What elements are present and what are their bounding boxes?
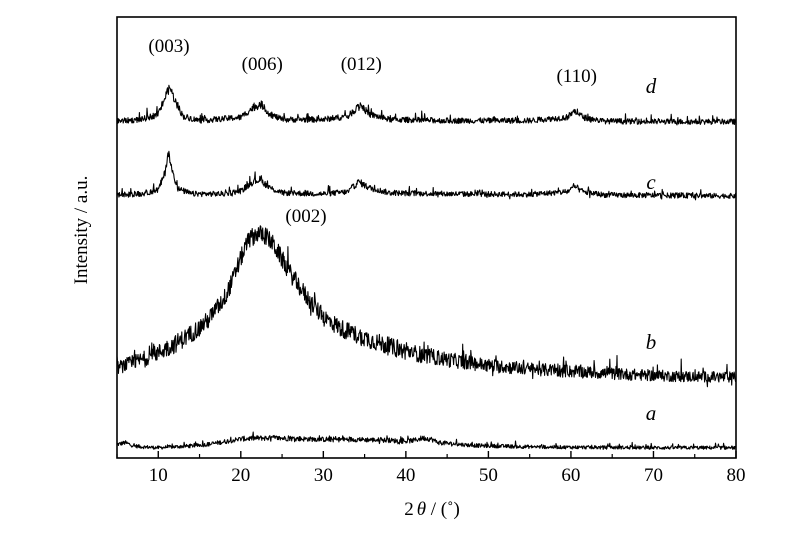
peak-annotation: (012) <box>341 54 382 75</box>
series-b-line <box>116 225 737 388</box>
series-d-line <box>116 84 737 126</box>
x-tick-label: 20 <box>231 465 250 486</box>
plot-frame <box>116 16 737 459</box>
peak-annotation: (002) <box>285 206 326 227</box>
x-tick-label: 40 <box>396 465 415 486</box>
x-tick-label: 60 <box>561 465 580 486</box>
x-tick-label: 10 <box>149 465 168 486</box>
peak-annotation: (006) <box>242 54 283 75</box>
x-axis-title-two: 2 <box>404 499 414 520</box>
curve-label-d: d <box>646 74 657 98</box>
curve-label-a: a <box>646 401 657 425</box>
series-c-line <box>116 150 737 201</box>
x-tick-label: 80 <box>727 465 746 486</box>
y-axis-title: Intensity / a.u. <box>71 176 92 285</box>
x-tick-label: 70 <box>644 465 663 486</box>
curves-layer <box>116 84 737 450</box>
peak-annotation: (003) <box>148 36 189 57</box>
x-axis-title-theta: θ <box>417 499 426 520</box>
x-tick-label: 30 <box>314 465 333 486</box>
labels-layer: a b c d (003) (006) (012) (110) (002) <box>148 36 656 425</box>
peak-annotation: (110) <box>556 66 596 87</box>
x-tick-label: 50 <box>479 465 498 486</box>
curve-label-b: b <box>646 330 657 354</box>
x-ticks-layer: 10 20 30 40 50 60 70 80 <box>116 451 746 486</box>
x-axis-title-unit: / (˚) <box>426 499 460 520</box>
series-a-line <box>116 431 737 450</box>
curve-label-c: c <box>646 170 656 194</box>
